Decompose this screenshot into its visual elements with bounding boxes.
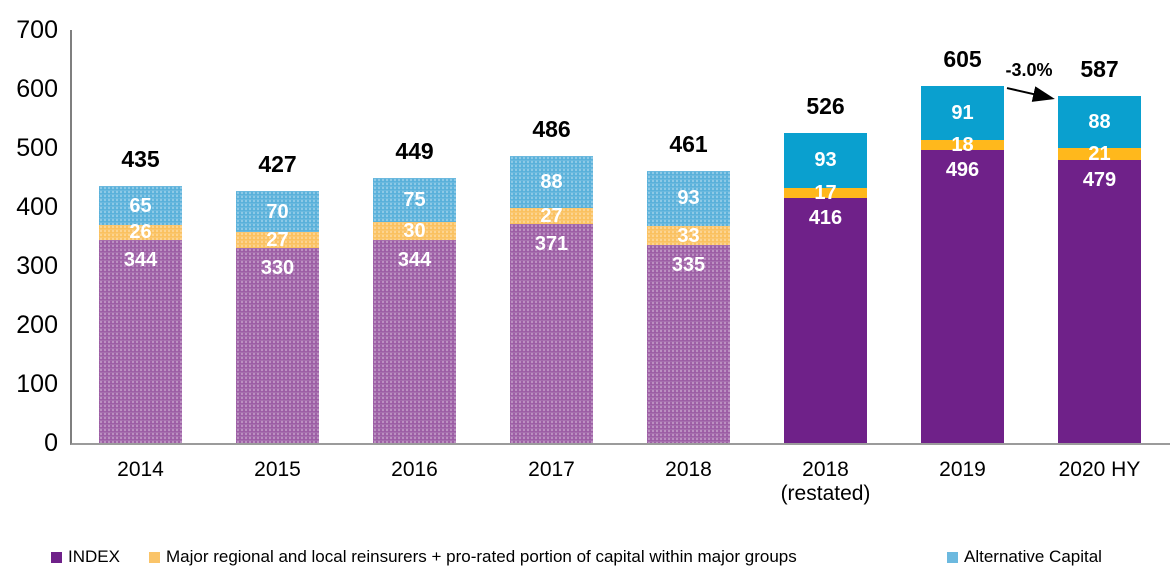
bar-total-label: 486 — [532, 116, 571, 143]
bar-segment-regional — [510, 208, 593, 225]
bar-segment-regional — [236, 232, 319, 249]
segment-value-label: 93 — [677, 187, 700, 210]
bar-segment-index — [236, 248, 319, 443]
bar-total-label: 587 — [1080, 56, 1119, 83]
segment-value-label: 496 — [945, 159, 980, 182]
bar-total-label: 461 — [669, 131, 708, 157]
x-tick-label: 2019 — [939, 458, 986, 481]
segment-value-label: 70 — [266, 200, 289, 223]
bar-segment-regional — [1058, 148, 1141, 161]
legend-item-index: INDEX — [51, 548, 120, 566]
segment-value-label: 479 — [1082, 169, 1117, 192]
bar-segment-index — [510, 224, 593, 443]
y-tick-label: 700 — [16, 16, 58, 44]
segment-value-label: 344 — [123, 249, 158, 272]
segment-value-label: 65 — [129, 194, 152, 217]
bar-segment-index — [99, 240, 182, 443]
bar-total-label: 449 — [395, 138, 434, 165]
y-tick-label: 100 — [16, 370, 58, 398]
legend-swatch-regional — [149, 551, 160, 563]
segment-value-label: 416 — [808, 206, 843, 229]
segment-value-label: 371 — [534, 233, 569, 256]
segment-value-label: 75 — [403, 189, 426, 212]
segment-value-label: 335 — [671, 254, 706, 277]
bar-segment-alternative — [373, 178, 456, 223]
legend-item-regional: Major regional and local reinsurers + pr… — [149, 548, 797, 566]
segment-value-label: 17 — [814, 181, 837, 204]
segment-value-label: 27 — [540, 205, 563, 228]
bar-segment-index — [1058, 160, 1141, 443]
segment-value-label: 88 — [1088, 111, 1111, 134]
y-tick-label: 400 — [16, 193, 58, 221]
segment-value-label: 21 — [1088, 143, 1111, 166]
x-tick-label: 2016 — [391, 458, 438, 481]
bar-segment-index — [647, 245, 730, 443]
x-tick-label: 2017 — [528, 458, 575, 481]
segment-value-label: 93 — [814, 149, 837, 172]
bar-segment-alternative — [1058, 96, 1141, 148]
bar-segment-alternative — [510, 156, 593, 209]
bar-segment-alternative — [921, 86, 1004, 140]
bar-segment-regional — [373, 222, 456, 241]
segment-value-label: 33 — [677, 224, 700, 247]
legend-label-index: INDEX — [68, 547, 120, 566]
bar-segment-alternative — [236, 191, 319, 233]
plot-area — [70, 30, 1170, 445]
bar-segment-alternative — [647, 171, 730, 226]
bar-total-label: 435 — [121, 146, 160, 173]
bar-segment-alternative — [784, 132, 867, 188]
segment-value-label: 88 — [540, 171, 563, 194]
bar-segment-index — [373, 240, 456, 443]
bar-segment-regional — [647, 225, 730, 246]
bar-total-label: 427 — [258, 151, 297, 178]
segment-value-label: 91 — [951, 101, 974, 124]
segment-value-label: 18 — [951, 134, 974, 157]
y-tick-label: 0 — [44, 429, 58, 457]
legend-swatch-alternative — [947, 551, 958, 563]
bar-segment-regional — [784, 187, 867, 198]
bar-total-label: 526 — [806, 92, 845, 119]
legend-swatch-index — [51, 551, 62, 563]
x-tick-label: 2015 — [254, 458, 301, 481]
legend-item-alternative: Alternative Capital — [947, 548, 1102, 566]
legend-label-alternative: Alternative Capital — [964, 547, 1102, 566]
segment-value-label: 26 — [129, 221, 152, 244]
x-tick-label: 2020 HY — [1058, 458, 1141, 481]
segment-value-label: 30 — [403, 220, 426, 243]
y-tick-label: 500 — [16, 134, 58, 162]
x-tick-label: 2018 — [665, 458, 712, 481]
y-tick-label: 200 — [16, 311, 58, 339]
bar-segment-regional — [921, 139, 1004, 151]
legend-label-regional: Major regional and local reinsurers + pr… — [166, 547, 797, 566]
bar-segment-index — [784, 197, 867, 443]
bar-segment-alternative — [99, 186, 182, 225]
bar-segment-index — [921, 150, 1004, 443]
x-tick-label: 2014 — [117, 458, 164, 481]
x-tick-label: 2018 (restated) — [780, 458, 871, 505]
decline-annotation: -3.0% — [1005, 60, 1053, 81]
y-tick-label: 600 — [16, 75, 58, 103]
segment-value-label: 330 — [260, 257, 295, 280]
segment-value-label: 344 — [397, 249, 432, 272]
bar-total-label: 605 — [943, 46, 982, 73]
bar-segment-regional — [99, 224, 182, 241]
y-tick-label: 300 — [16, 252, 58, 280]
segment-value-label: 27 — [266, 229, 289, 252]
